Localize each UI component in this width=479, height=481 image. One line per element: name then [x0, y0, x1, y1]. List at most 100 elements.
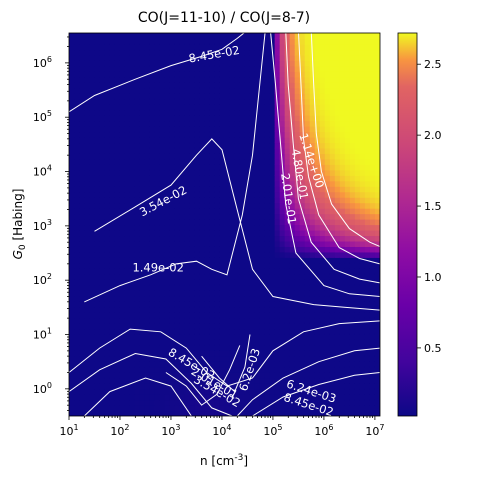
heatmap-cell [204, 290, 211, 297]
heatmap-cell [289, 229, 296, 237]
heatmap-cell [259, 372, 266, 379]
heatmap-cell [179, 279, 185, 286]
heatmap-cell [299, 60, 306, 67]
heatmap-cell [269, 202, 276, 209]
heatmap-cell [254, 290, 261, 297]
heatmap-cell [99, 333, 105, 340]
heatmap-cell [349, 295, 356, 302]
heatmap-cell [334, 355, 341, 362]
heatmap-cell [109, 317, 115, 324]
heatmap-cell [359, 169, 366, 176]
heatmap-cell [364, 317, 371, 324]
heatmap-cell [69, 87, 75, 94]
heatmap-cell [224, 131, 231, 138]
heatmap-cell [224, 60, 231, 67]
heatmap-cell [299, 71, 306, 78]
heatmap-cell [69, 197, 75, 204]
heatmap-cell [89, 410, 95, 416]
heatmap-cell [259, 76, 266, 83]
heatmap-cell [319, 115, 326, 122]
heatmap-cell [234, 38, 241, 45]
heatmap-cell [194, 197, 201, 204]
heatmap-cell [294, 383, 301, 390]
heatmap-cell [189, 339, 196, 346]
heatmap-cell [314, 224, 321, 231]
heatmap-cell [154, 191, 160, 198]
heatmap-cell [94, 213, 100, 220]
heatmap-cell [69, 175, 75, 182]
heatmap-cell [114, 120, 120, 127]
heatmap-cell [74, 317, 80, 324]
heatmap-cell [209, 191, 216, 198]
heatmap-cell [134, 186, 140, 193]
heatmap-cell [314, 131, 321, 138]
heatmap-cell [179, 219, 185, 226]
heatmap-cell [319, 224, 326, 231]
heatmap-cell [74, 197, 80, 204]
heatmap-cell [184, 301, 190, 308]
heatmap-cell [129, 175, 135, 182]
heatmap-cell [284, 251, 291, 258]
heatmap-cell [204, 131, 211, 138]
heatmap-cell [319, 377, 326, 384]
heatmap-cell [314, 290, 321, 297]
heatmap-cell [209, 322, 216, 330]
heatmap-cell [364, 333, 371, 340]
heatmap-cell [229, 394, 236, 401]
heatmap-cell [294, 328, 301, 335]
heatmap-cell [139, 147, 145, 154]
heatmap-cell [364, 366, 371, 373]
heatmap-cell [134, 65, 140, 72]
heatmap-cell [74, 273, 80, 280]
heatmap-cell [299, 33, 306, 40]
heatmap-cell [304, 49, 311, 56]
heatmap-cell [149, 372, 155, 379]
heatmap-cell [279, 104, 286, 111]
heatmap-cell [199, 104, 206, 111]
heatmap-cell [179, 49, 185, 56]
heatmap-cell [274, 268, 281, 275]
heatmap-cell [219, 399, 226, 406]
heatmap-cell [174, 399, 180, 406]
heatmap-cell [84, 109, 90, 116]
heatmap-cell [189, 208, 196, 215]
heatmap-cell [374, 333, 380, 340]
heatmap-cell [99, 202, 105, 209]
heatmap-cell [349, 82, 356, 89]
heatmap-cell [74, 136, 80, 144]
heatmap-cell [139, 164, 145, 171]
heatmap-cell [284, 126, 291, 133]
heatmap-cell [159, 104, 165, 111]
heatmap-cell [249, 383, 256, 390]
heatmap-cell [219, 251, 226, 258]
heatmap-cell [129, 246, 135, 253]
heatmap-cell [324, 109, 331, 116]
heatmap-cell [284, 219, 291, 226]
heatmap-cell [74, 93, 80, 100]
heatmap-cell [254, 273, 261, 280]
heatmap-cell [154, 197, 160, 204]
heatmap-cell [254, 158, 261, 165]
heatmap-cell [134, 87, 140, 94]
heatmap-cell [244, 202, 251, 209]
heatmap-cell [319, 405, 326, 412]
heatmap-cell [74, 164, 80, 171]
heatmap-cell [244, 366, 251, 373]
heatmap-cell [164, 180, 170, 187]
heatmap-cell [194, 109, 201, 116]
heatmap-cell [129, 208, 135, 215]
heatmap-cell [219, 312, 226, 319]
heatmap-cell [359, 235, 366, 242]
heatmap-cell [159, 257, 165, 264]
heatmap-cell [259, 366, 266, 373]
heatmap-cell [334, 82, 341, 89]
heatmap-cell [154, 344, 160, 351]
heatmap-cell [329, 251, 336, 258]
heatmap-cell [274, 394, 281, 401]
heatmap-cell [74, 115, 80, 122]
heatmap-cell [214, 257, 221, 264]
heatmap-cell [179, 366, 185, 373]
heatmap-cell [369, 284, 376, 291]
heatmap-cell [254, 208, 261, 215]
heatmap-cell [214, 76, 221, 83]
